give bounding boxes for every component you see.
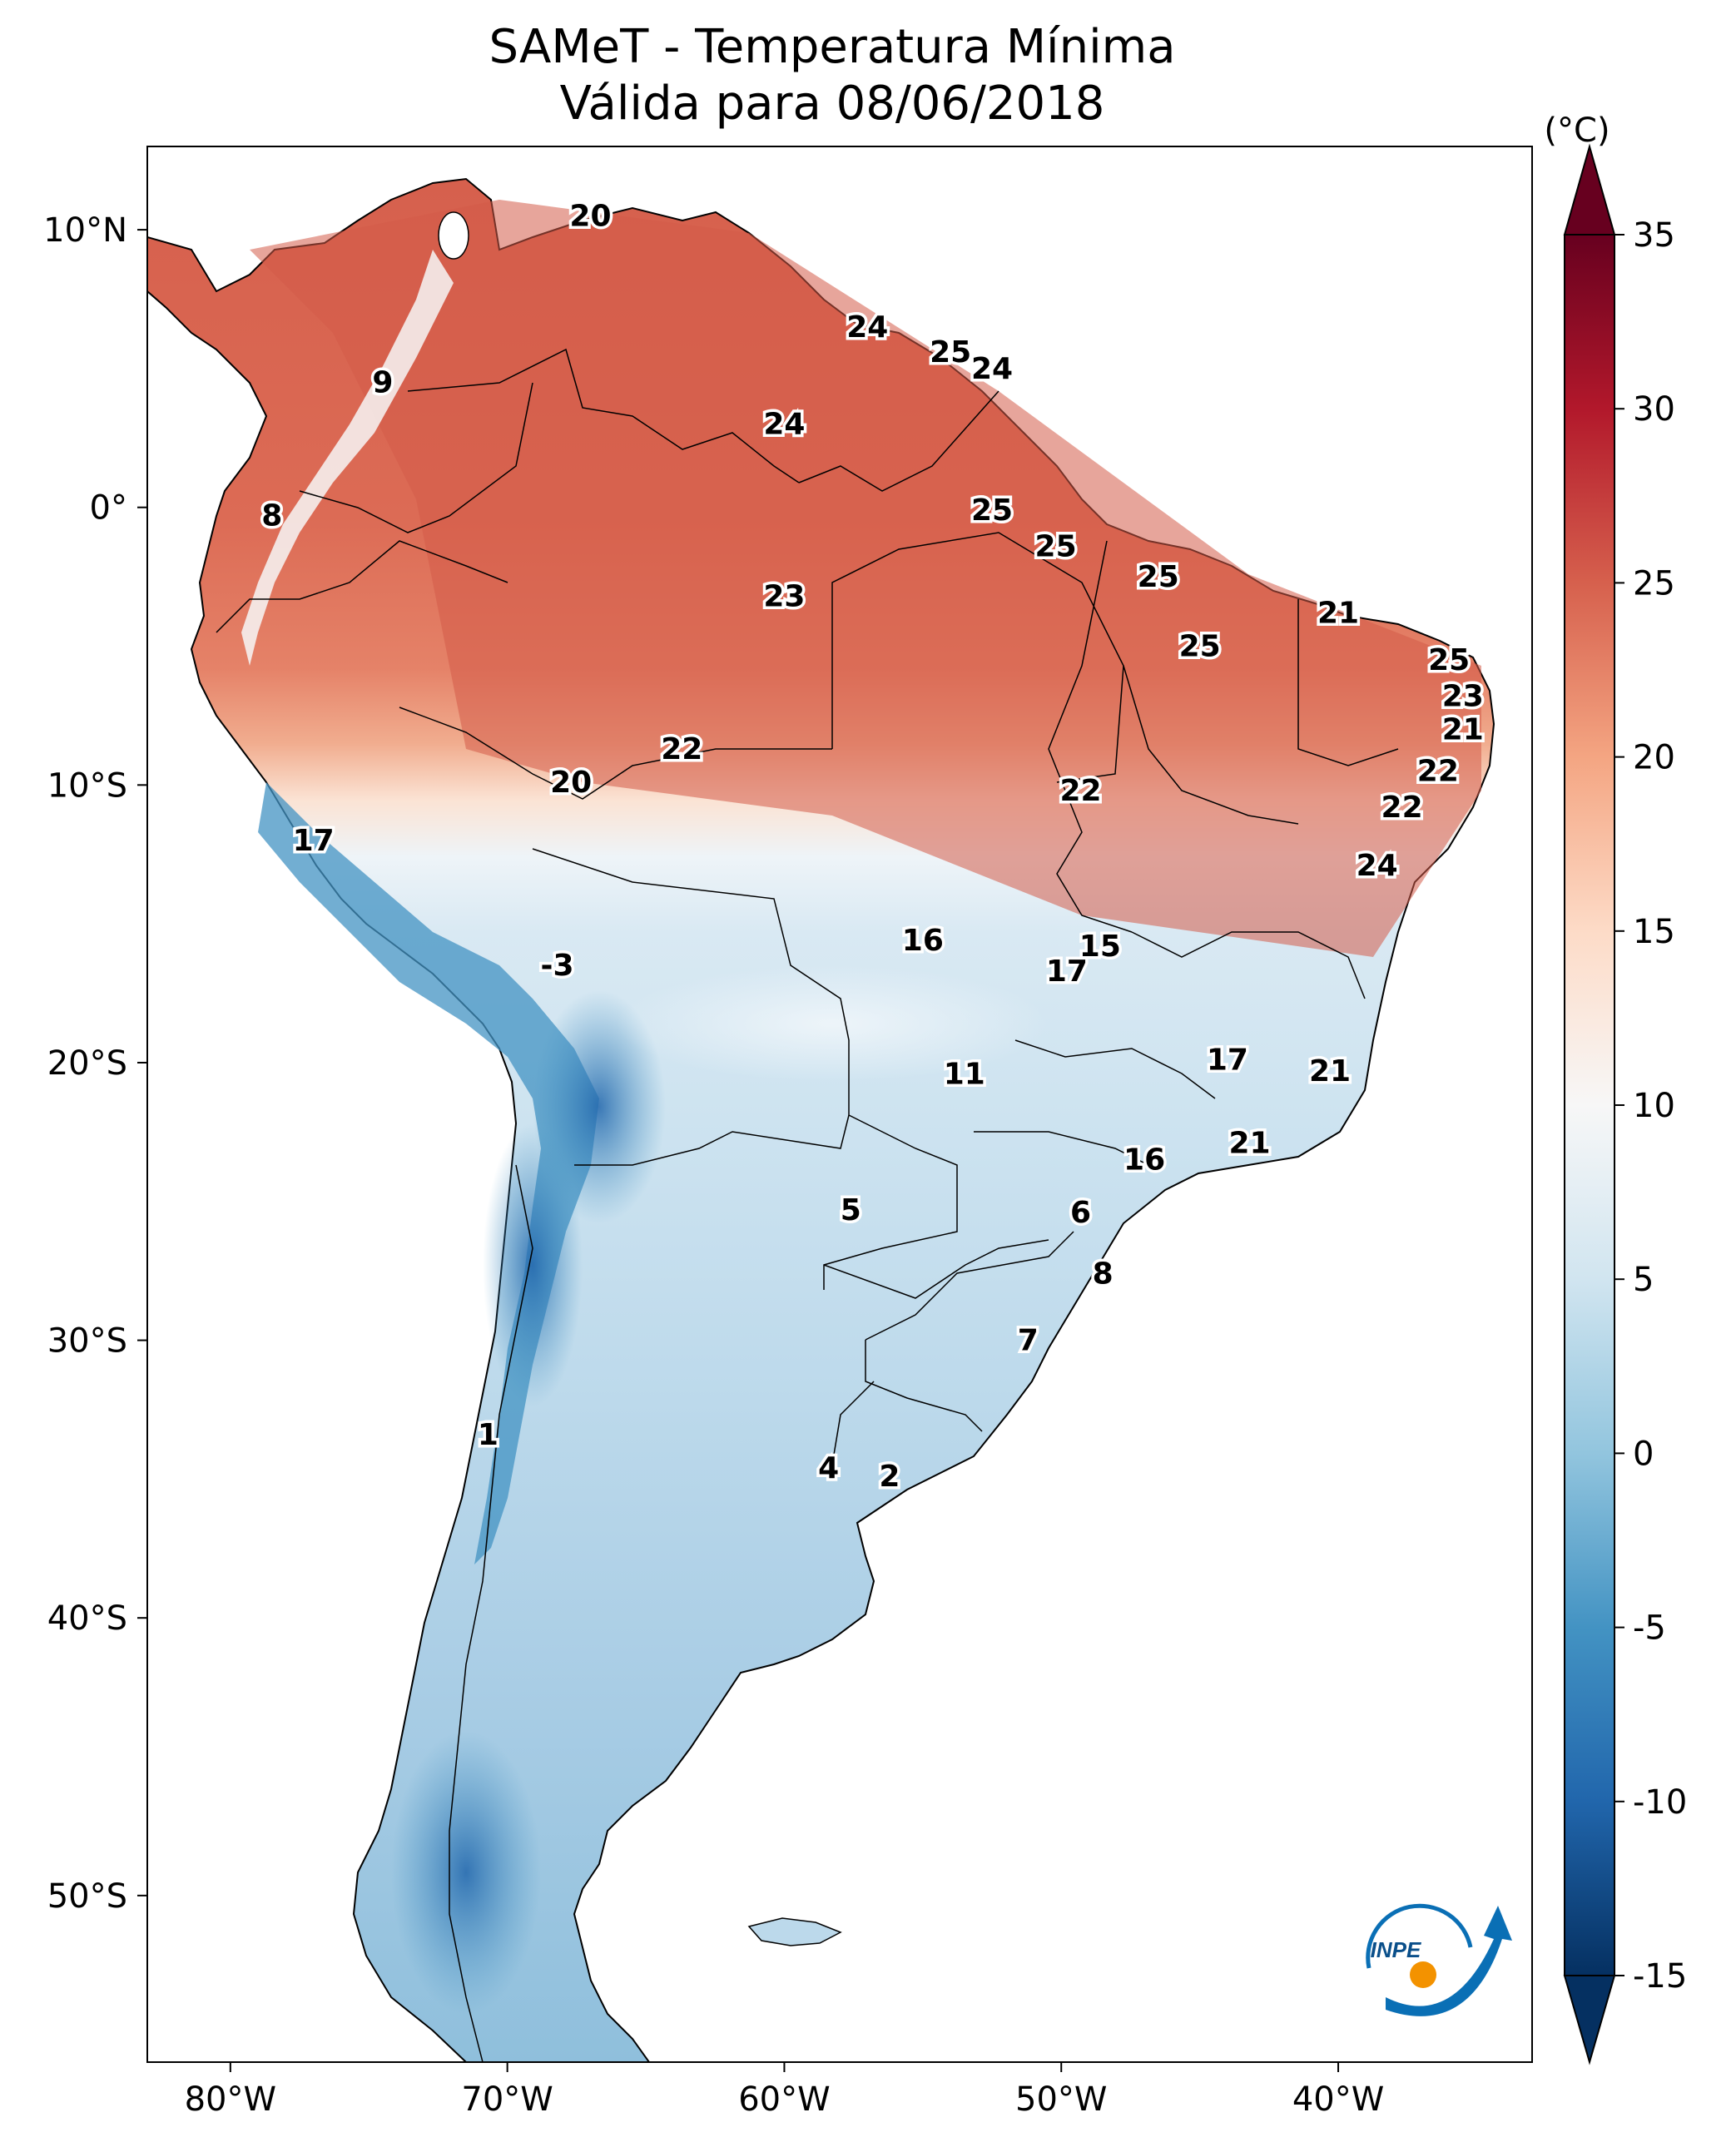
- temperature-value-label: 16: [1123, 1143, 1165, 1178]
- temperature-value-label: 25: [1035, 529, 1077, 563]
- latitude-axis: 10°N 0° 10°S 20°S 30°S 40°S 50°S: [43, 211, 147, 1916]
- temperature-value-label: 24: [1357, 849, 1398, 883]
- temperature-value-label: 1: [478, 1418, 498, 1452]
- temperature-value-label: 6: [1070, 1196, 1091, 1230]
- central-mild-zone: [616, 965, 1049, 1082]
- temperature-value-label: 21: [1228, 1127, 1270, 1161]
- lat-tick-label: 50°S: [47, 1877, 127, 1916]
- temperature-value-label: 22: [1417, 755, 1459, 789]
- temperature-value-label: 11: [944, 1057, 985, 1091]
- temperature-value-label: 24: [763, 408, 805, 442]
- temperature-value-label: 5: [841, 1193, 861, 1227]
- colorbar-tick-label: 35: [1633, 216, 1675, 255]
- temperature-value-label: 15: [1079, 930, 1121, 964]
- colorbar-tick-label: 25: [1633, 564, 1675, 602]
- temperature-value-label: 4: [818, 1451, 839, 1485]
- colorbar-tick-label: 15: [1633, 913, 1675, 951]
- temperature-value-label: 22: [1381, 791, 1423, 825]
- colorbar-ticks: 35 30 25 20 15 10 5 0 -5 -10 -15: [1614, 216, 1687, 1996]
- lon-tick-label: 70°W: [461, 2080, 553, 2119]
- temperature-value-label: 20: [569, 199, 611, 233]
- logo-text: INPE: [1371, 1937, 1421, 1962]
- lat-tick-label: 20°S: [47, 1044, 127, 1083]
- lat-tick-label: 10°N: [43, 211, 127, 250]
- temperature-value-label: 25: [1179, 630, 1221, 664]
- inpe-logo: INPE: [1366, 1903, 1512, 2016]
- temperature-value-label: 17: [293, 824, 335, 858]
- lon-tick-label: 50°W: [1015, 2080, 1107, 2119]
- colorbar-tick-label: -5: [1633, 1609, 1666, 1648]
- temperature-value-label: 2: [879, 1460, 900, 1494]
- temperature-value-label: 23: [1442, 680, 1484, 714]
- map-frame-outline: [146, 146, 1533, 2063]
- colorbar-unit: (°C): [1544, 112, 1610, 150]
- temperature-value-label: 22: [1059, 774, 1101, 808]
- map-content: [147, 177, 1495, 2062]
- colorbar-tick-label: -10: [1633, 1783, 1687, 1822]
- lat-tick-label: 0°: [90, 489, 127, 528]
- temperature-value-label: -3: [541, 949, 574, 983]
- temperature-value-label: 22: [661, 732, 702, 766]
- falkland-islands: [747, 1917, 842, 1946]
- temperature-value-label: 25: [1138, 560, 1179, 594]
- country-borders: [216, 348, 1399, 2062]
- temperature-value-label: 17: [1207, 1044, 1248, 1078]
- colorbar: (°C) 35 30 25 20 15 10 5 0 -5 -10 -15: [1544, 112, 1687, 2065]
- patagonia-cold-core: [391, 1731, 541, 2014]
- lon-tick-label: 80°W: [185, 2080, 276, 2119]
- temperature-value-label: 20: [550, 766, 592, 800]
- longitude-axis: 80°W 70°W 60°W 50°W 40°W: [185, 2062, 1384, 2119]
- warm-region: [250, 200, 1481, 957]
- lat-tick-label: 30°S: [47, 1322, 127, 1361]
- colorbar-tick-label: 5: [1633, 1261, 1654, 1299]
- temperature-value-label: 25: [930, 335, 971, 369]
- temperature-value-label: 21: [1317, 596, 1359, 630]
- temperature-value-label: 16: [902, 924, 944, 958]
- northern-andes-band: [241, 250, 454, 666]
- colorbar-tick-label: -15: [1633, 1957, 1687, 1996]
- temperature-value-label: 21: [1442, 713, 1484, 747]
- logo-arrow-icon: [1386, 1906, 1512, 2016]
- chart-title-line1: SAMeT - Temperatura Mínima: [489, 20, 1176, 74]
- temperature-value-label: 25: [1428, 643, 1470, 677]
- temperature-value-label: 9: [372, 366, 393, 400]
- colorbar-min-extension: [1563, 1975, 1616, 2065]
- colorbar-tick-label: 10: [1633, 1087, 1675, 1125]
- lon-tick-label: 60°W: [738, 2080, 830, 2119]
- lon-tick-label: 40°W: [1292, 2080, 1384, 2119]
- colorbar-tick-label: 20: [1633, 739, 1675, 777]
- logo-sun-icon: [1410, 1961, 1436, 1988]
- temperature-value-label: 24: [846, 310, 888, 345]
- central-andes-cold-core: [483, 1123, 583, 1406]
- temperature-value-label: 8: [1093, 1257, 1114, 1292]
- temperature-value-label: 7: [1018, 1324, 1039, 1358]
- lat-tick-label: 40°S: [47, 1599, 127, 1638]
- colorbar-tick-label: 0: [1633, 1435, 1654, 1473]
- colorbar-tick-label: 30: [1633, 390, 1675, 429]
- temperature-value-label: 23: [763, 579, 805, 613]
- temperature-value-label: 21: [1309, 1054, 1351, 1088]
- temperature-value-label: 24: [971, 352, 1013, 386]
- temperature-value-label: 8: [261, 499, 282, 533]
- lat-tick-label: 10°S: [47, 766, 127, 805]
- logo-orbit: [1366, 1903, 1473, 1969]
- temperature-value-label: 17: [1046, 955, 1088, 989]
- lake-maracaibo: [438, 211, 469, 260]
- chart-title-line2: Válida para 08/06/2018: [559, 77, 1105, 131]
- temperature-value-label: 25: [971, 493, 1013, 528]
- colorbar-bar: [1564, 234, 1615, 1976]
- colorbar-max-extension: [1563, 143, 1616, 236]
